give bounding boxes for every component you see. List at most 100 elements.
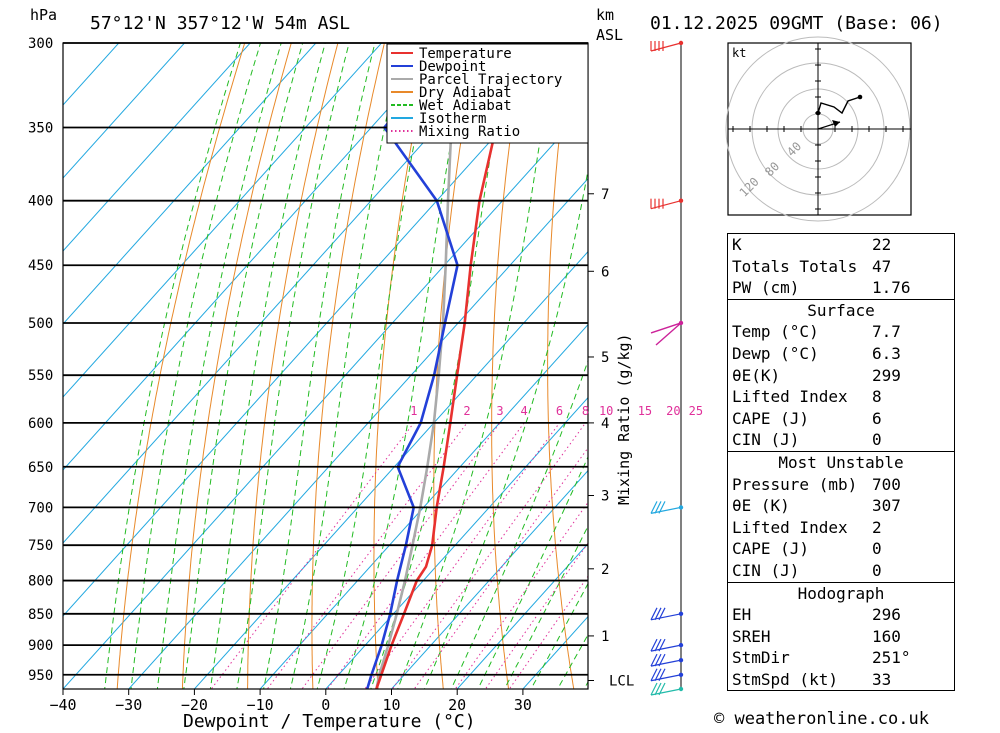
index-value: 299 xyxy=(872,365,901,385)
wind-barb-feather xyxy=(658,607,666,621)
index-row: CAPE (J) 6 xyxy=(728,408,954,430)
index-name: θE(K) xyxy=(732,365,781,385)
index-name: Lifted Index xyxy=(732,517,848,537)
index-value: 2 xyxy=(872,517,882,537)
wind-barb-feather xyxy=(650,668,658,682)
isotherm-line xyxy=(325,396,588,689)
km-tick-label: LCL xyxy=(609,674,634,690)
index-value: 8 xyxy=(872,387,882,407)
mixing-ratio-value: 15 xyxy=(638,404,652,418)
wind-barb xyxy=(650,653,682,667)
storm-motion-arrow xyxy=(832,120,840,127)
legend-label: Mixing Ratio xyxy=(419,124,520,140)
index-value: 47 xyxy=(872,256,892,276)
index-value: 0 xyxy=(872,539,882,559)
wind-barb xyxy=(650,322,682,346)
temp-tick-label: 10 xyxy=(382,696,400,714)
index-name: Pressure (mb) xyxy=(732,474,858,494)
pressure-tick-label: 800 xyxy=(28,574,53,590)
index-row: K 22 xyxy=(728,234,954,256)
isotherm-line xyxy=(259,323,588,689)
index-name: CIN (J) xyxy=(732,430,800,450)
dry-adiabat-line xyxy=(311,43,385,689)
wet-adiabat-line xyxy=(209,43,326,689)
wind-barb-feather xyxy=(650,607,658,621)
dry-adiabat-line xyxy=(654,34,705,692)
index-name: θE (K) xyxy=(732,496,790,516)
km-tick-label: 7 xyxy=(601,187,609,203)
pressure-tick-label: 450 xyxy=(28,258,53,274)
wind-barbs xyxy=(650,40,684,696)
most-unstable-header: Most Unstable xyxy=(778,452,904,472)
wind-barb-feather xyxy=(654,682,662,696)
mixing-ratio-value: 1 xyxy=(410,404,417,418)
temp-tick-label: −40 xyxy=(49,696,76,714)
index-value: 6 xyxy=(872,408,882,428)
legend-label: Dry Adiabat xyxy=(419,85,512,101)
indices-table: K 22 Totals Totals 47 PW (cm) 1.76 Surface Te… xyxy=(727,233,955,692)
dry-adiabat-line xyxy=(491,43,525,689)
mixing-ratio-value: 10 xyxy=(599,404,613,418)
legend-label: Parcel Trajectory xyxy=(419,72,562,88)
wind-barb-shaft xyxy=(650,322,682,346)
wet-adiabat-line xyxy=(183,43,304,689)
index-row: θE(K) 299 xyxy=(728,365,954,387)
legend-label: Isotherm xyxy=(419,111,486,127)
wet-adiabat-line xyxy=(423,167,588,689)
pressure-tick-label: 650 xyxy=(28,460,53,476)
index-value: 0 xyxy=(872,430,882,450)
pressure-tick-label: 300 xyxy=(28,36,53,52)
wet-adiabat-line xyxy=(236,43,350,689)
isotherm-line xyxy=(63,43,317,325)
dry-adiabat-line xyxy=(989,34,1000,692)
km-tick-label: 4 xyxy=(601,416,609,432)
dry-adiabat-line xyxy=(116,43,246,689)
location-title: 57°12'N 357°12'W 54m ASL xyxy=(90,13,350,34)
index-row: Lifted Index 8 xyxy=(728,386,954,408)
pressure-tick-label: 950 xyxy=(28,668,53,684)
index-name: SREH xyxy=(732,626,771,646)
index-value: 6.3 xyxy=(872,343,901,363)
wet-adiabat-line xyxy=(289,43,404,689)
wind-barb xyxy=(650,638,682,652)
dry-adiabat-line xyxy=(247,43,339,689)
copyright: © weatheronline.co.uk xyxy=(714,709,929,729)
dry-adiabat-line xyxy=(181,43,292,689)
wind-barb-feather xyxy=(654,607,662,621)
mixing-ratio-labels: 1 2 3 4 6 8 10 15 20 25 xyxy=(410,404,703,418)
index-name: StmSpd (kt) xyxy=(732,669,838,689)
index-name: Dewp (°C) xyxy=(732,343,819,363)
wind-barb xyxy=(650,501,682,514)
pressure-tick-label: 850 xyxy=(28,607,53,623)
index-row: CIN (J) 0 xyxy=(728,429,954,451)
mixing-ratio-value: 3 xyxy=(496,404,503,418)
km-label: km xyxy=(596,6,614,24)
index-row: Lifted Index 2 xyxy=(728,517,954,539)
index-value: 251° xyxy=(872,648,911,668)
x-axis-label: Dewpoint / Temperature (°C) xyxy=(183,711,476,732)
hpa-label: hPa xyxy=(30,6,57,24)
temp-tick-label: 0 xyxy=(321,696,330,714)
wet-adiabat-line xyxy=(156,43,282,689)
temp-tick-label: −10 xyxy=(247,696,274,714)
wind-barb-feather xyxy=(654,668,662,682)
index-name: K xyxy=(732,235,742,254)
pressure-tick-label: 550 xyxy=(28,368,53,384)
wet-adiabat-line xyxy=(263,43,376,689)
hodograph-unit: kt xyxy=(732,46,746,60)
legend-label: Wet Adiabat xyxy=(419,98,512,114)
asl-label: ASL xyxy=(596,26,623,44)
index-name: StmDir xyxy=(732,648,790,668)
dry-adiabat-line xyxy=(547,43,575,689)
km-tick-label: 2 xyxy=(601,562,609,578)
index-name: Temp (°C) xyxy=(732,322,819,342)
isotherm-line xyxy=(390,469,588,689)
index-row: CAPE (J) 0 xyxy=(728,538,954,560)
mixing-ratio-axis-label: Mixing Ratio (g/kg) xyxy=(615,333,633,505)
temp-tick-label: 30 xyxy=(514,696,532,714)
mixing-ratio-value: 6 xyxy=(556,404,563,418)
index-value: 0 xyxy=(872,560,882,580)
pressure-tick-label: 350 xyxy=(28,120,53,136)
index-value: 700 xyxy=(872,474,901,494)
mixing-ratio-line xyxy=(391,422,586,689)
